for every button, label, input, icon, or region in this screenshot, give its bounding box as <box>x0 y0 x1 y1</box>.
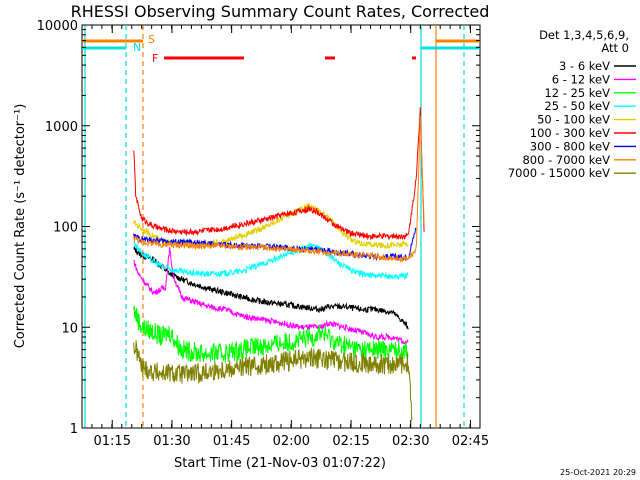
y-tick-label: 1 <box>70 422 78 437</box>
y-tick-label: 10 <box>61 321 78 336</box>
chart-title: RHESSI Observing Summary Count Rates, Co… <box>71 2 490 21</box>
legend-entry-label: 300 - 800 keV <box>530 139 610 153</box>
y-tick-label: 1000 <box>45 120 78 135</box>
y-axis: 1 10 100 1000 10000 <box>37 19 480 437</box>
x-tick-label: 01:30 <box>153 434 190 449</box>
series-line <box>133 305 409 363</box>
series-line <box>133 240 409 281</box>
legend-entry-label: 25 - 50 keV <box>544 99 610 113</box>
y-tick-label: 100 <box>53 221 78 236</box>
x-axis-label: Start Time (21-Nov-03 01:07:22) <box>174 456 386 471</box>
legend-entry-label: 3 - 6 keV <box>559 59 610 73</box>
x-tick-label: 02:00 <box>273 434 310 449</box>
series-line <box>133 245 409 330</box>
x-tick-label: 02:45 <box>452 434 489 449</box>
series-line <box>133 202 409 250</box>
series-line <box>133 340 413 421</box>
x-tick-label: 01:15 <box>94 434 131 449</box>
series-line <box>133 247 409 345</box>
flag-bars: SNF <box>133 33 416 65</box>
flag-label: F <box>152 52 158 65</box>
legend-entry-label: 6 - 12 keV <box>552 72 610 86</box>
series-line <box>133 107 425 241</box>
y-tick-label: 10000 <box>37 19 78 34</box>
x-axis: 01:15 01:30 01:45 02:00 02:15 02:30 02:45 <box>81 25 489 449</box>
legend-entry-label: 12 - 25 keV <box>544 86 610 100</box>
y-axis-label: Corrected Count Rate (s⁻¹ detector⁻¹) <box>13 104 28 349</box>
x-tick-label: 02:15 <box>332 434 369 449</box>
legend-entry-label: 7000 - 15000 keV <box>508 166 610 180</box>
legend-entry-label: 100 - 300 keV <box>530 126 610 140</box>
series-lines <box>133 107 425 421</box>
detector-state-markers <box>82 25 480 428</box>
x-tick-label: 01:45 <box>213 434 250 449</box>
flag-label: S <box>148 33 155 46</box>
legend-entry-label: 50 - 100 keV <box>537 113 610 127</box>
series-line <box>133 115 425 263</box>
x-tick-label: 02:30 <box>392 434 429 449</box>
legend-header-line: Att 0 <box>601 41 629 55</box>
legend-entry-label: 800 - 7000 keV <box>522 153 610 167</box>
legend-header-line: Det 1,3,4,5,6,9, <box>539 28 629 42</box>
flag-label: N <box>133 41 141 54</box>
generation-timestamp: 25-Oct-2021 20:29 <box>560 468 636 477</box>
